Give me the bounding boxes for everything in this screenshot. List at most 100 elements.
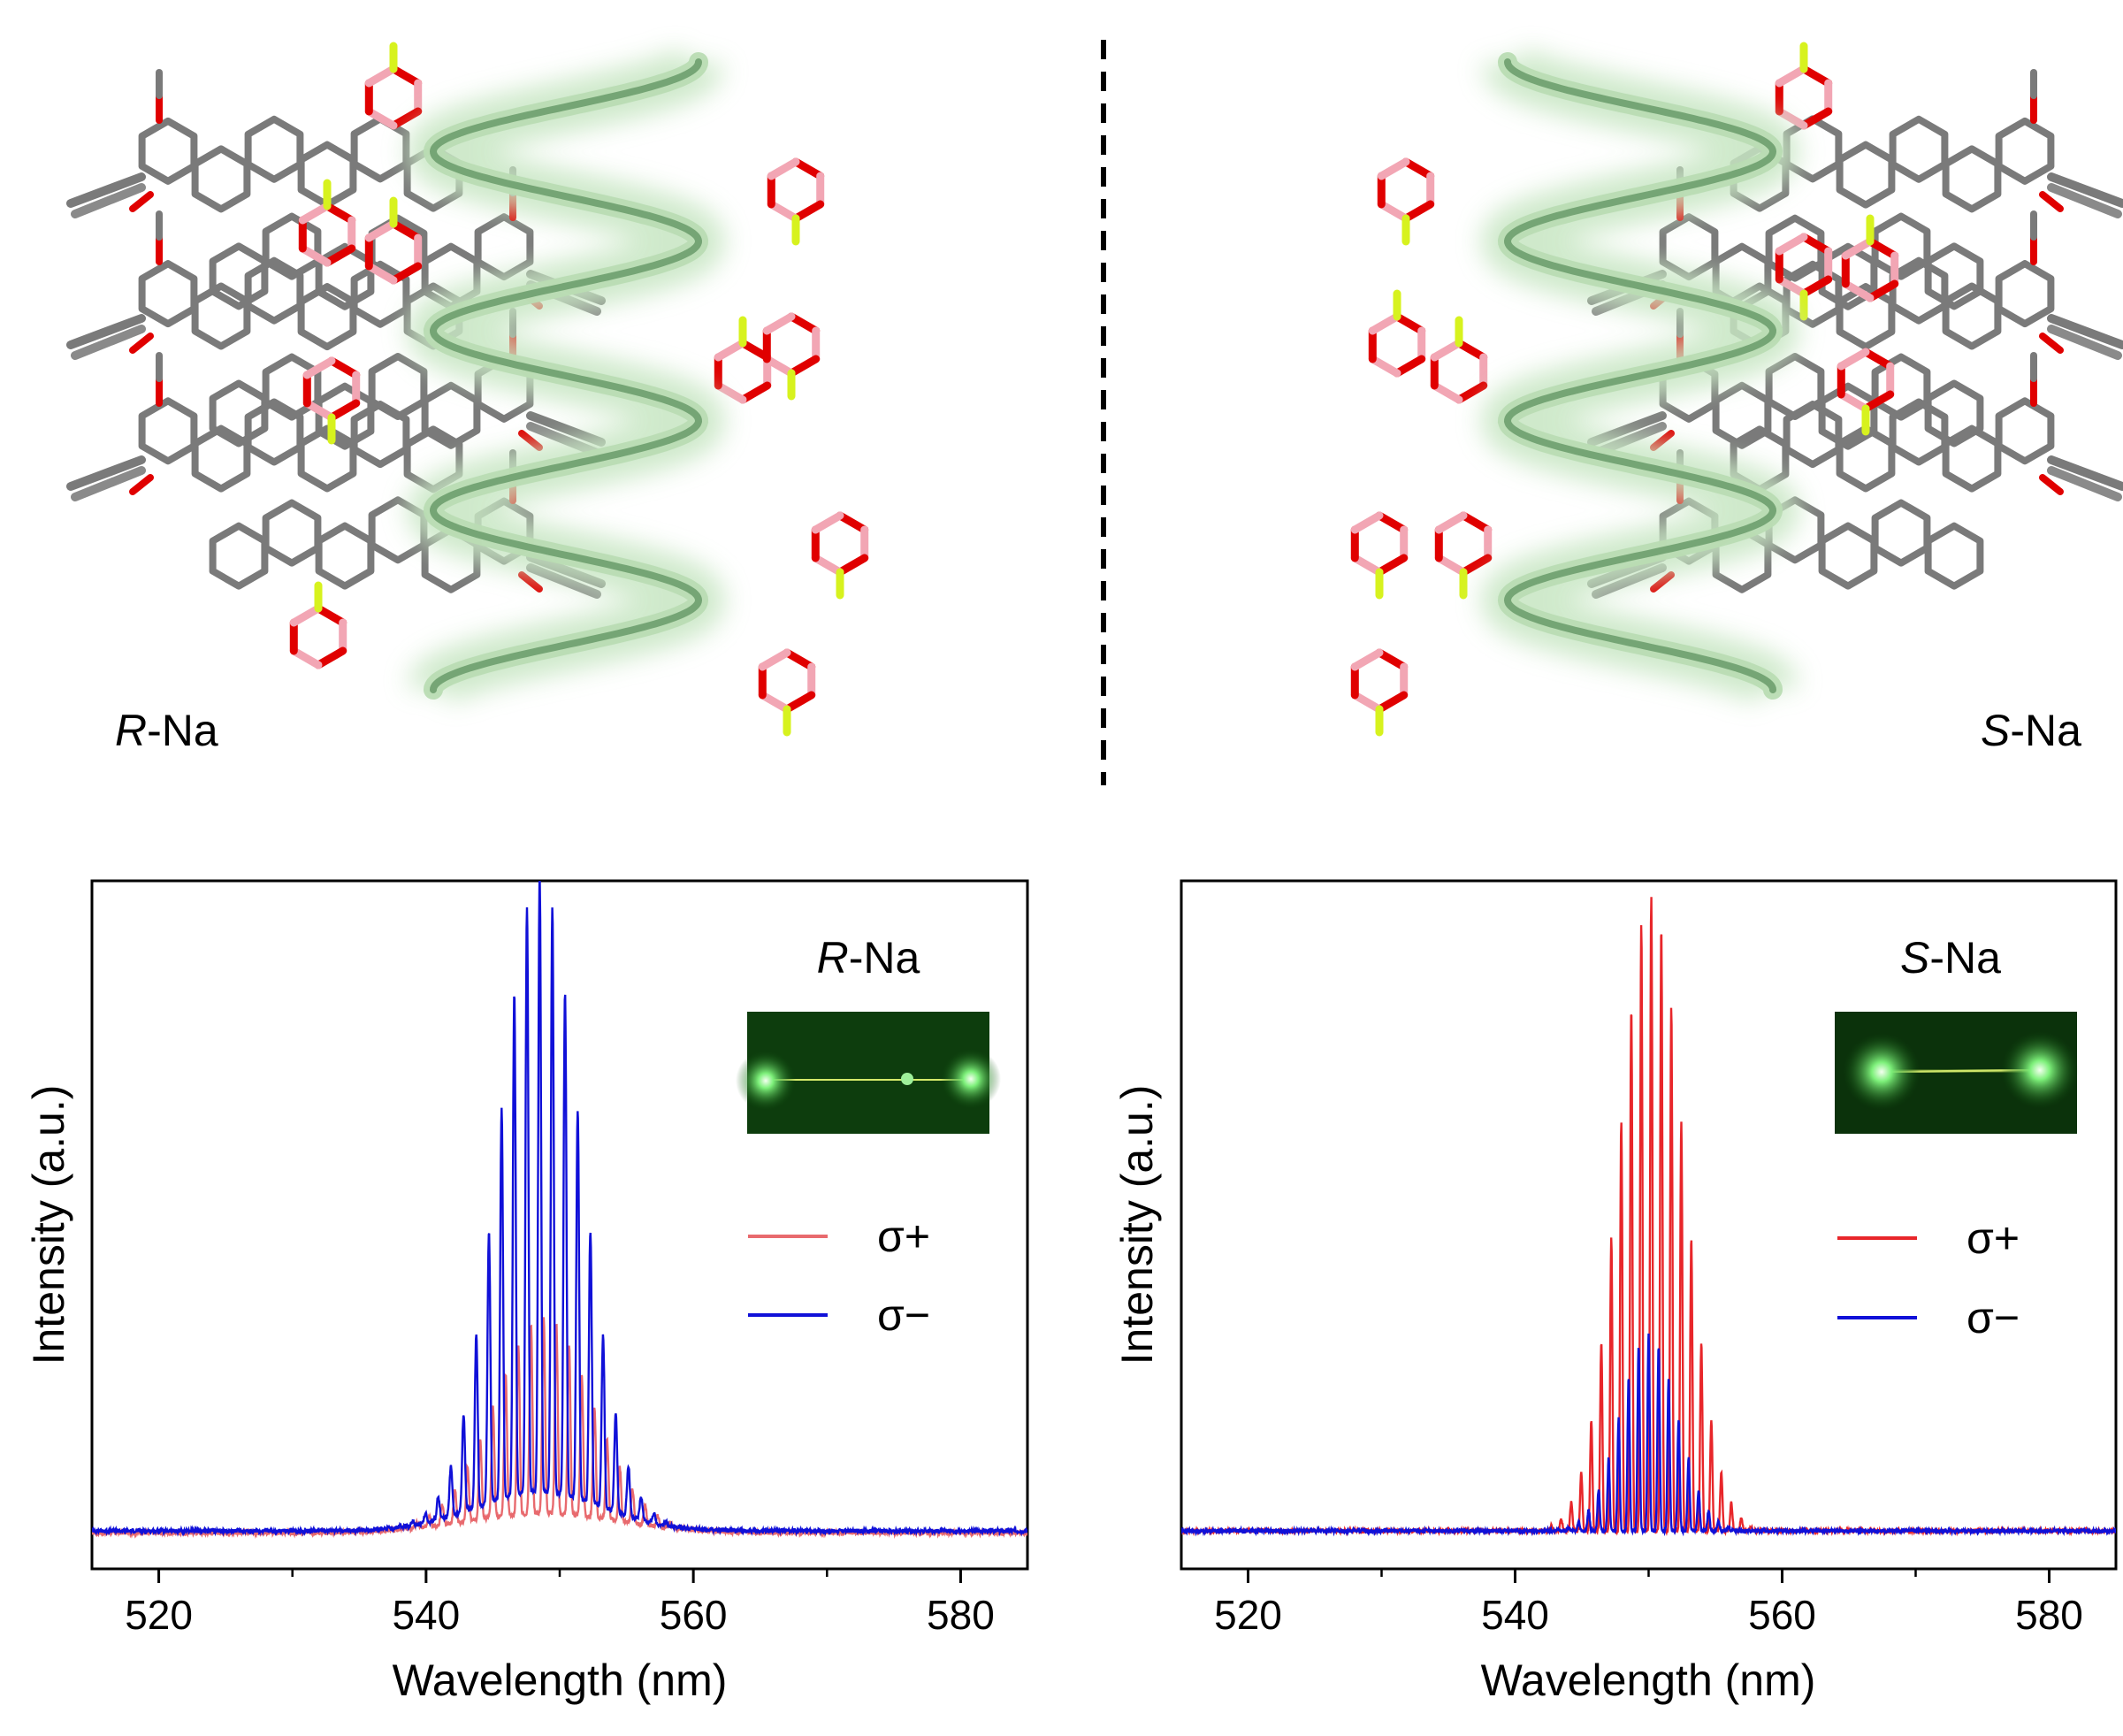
bond bbox=[314, 604, 347, 627]
aromatic-ring bbox=[1889, 115, 1949, 183]
bond bbox=[302, 356, 336, 379]
bond bbox=[364, 262, 398, 285]
side-chain bbox=[66, 455, 146, 491]
bond bbox=[1350, 511, 1384, 534]
bond bbox=[1861, 390, 1895, 413]
side-chain bbox=[71, 325, 146, 360]
structure-label-r-na: R-Na bbox=[115, 706, 218, 755]
bond bbox=[1430, 339, 1463, 362]
oxygen-bond bbox=[2039, 333, 2064, 354]
aromatic-ring bbox=[1871, 353, 1931, 421]
bond bbox=[1368, 355, 1401, 378]
side-chain bbox=[2047, 466, 2122, 501]
bond bbox=[1455, 381, 1488, 404]
series-line-sigma-plus-left bbox=[92, 1317, 1027, 1540]
aromatic-ring bbox=[138, 260, 198, 328]
bond bbox=[836, 511, 869, 534]
x-tick-label: 520 bbox=[125, 1592, 193, 1638]
bond bbox=[298, 244, 332, 267]
aromatic-ring bbox=[209, 379, 269, 447]
inset-image-left bbox=[736, 1012, 1001, 1134]
aromatic-ring bbox=[138, 397, 198, 465]
bond bbox=[783, 648, 816, 671]
bond bbox=[289, 604, 323, 627]
left-handed-helix bbox=[406, 48, 726, 704]
x-axis-ticks-right: 520 540 560 580 bbox=[1214, 1569, 2083, 1638]
bond bbox=[1841, 237, 1875, 260]
side-chain bbox=[2047, 325, 2122, 360]
bond bbox=[1455, 339, 1488, 362]
bond bbox=[791, 200, 825, 223]
x-tick-label: 580 bbox=[927, 1592, 995, 1638]
bond bbox=[327, 356, 361, 379]
bond bbox=[787, 355, 821, 378]
chart-left: 520 540 560 580 Wavelength (nm) Intensity (… bbox=[24, 879, 1029, 1705]
bond bbox=[364, 219, 398, 242]
bond bbox=[1799, 275, 1833, 298]
inset-title-s-na: S-Na bbox=[1900, 933, 2001, 983]
bond bbox=[767, 200, 800, 223]
y-axis-title-right: Intensity (a.u.) bbox=[1112, 1085, 1162, 1365]
x-axis-title-left: Wavelength (nm) bbox=[393, 1656, 728, 1705]
aromatic-ring bbox=[244, 398, 304, 466]
oxygen-bond bbox=[2039, 474, 2064, 495]
bond bbox=[1775, 275, 1808, 298]
oxygen-bond bbox=[1650, 571, 1675, 593]
x-tick-label: 520 bbox=[1214, 1592, 1282, 1638]
helix-ribbon-edge bbox=[1503, 58, 1777, 693]
legend-label-sigma-minus: σ− bbox=[1966, 1293, 2020, 1342]
bond bbox=[1350, 554, 1384, 577]
inset-image-right bbox=[1835, 1012, 2079, 1134]
bond bbox=[298, 202, 332, 225]
aromatic-ring bbox=[1942, 424, 2002, 493]
bond bbox=[302, 399, 336, 422]
bond bbox=[389, 107, 423, 130]
bond bbox=[1350, 691, 1384, 714]
bond bbox=[1799, 233, 1833, 256]
side-chain bbox=[2047, 455, 2123, 491]
aromatic-ring bbox=[1836, 141, 1896, 209]
side-chain bbox=[2047, 183, 2122, 218]
bond bbox=[389, 219, 423, 242]
side-chain bbox=[71, 466, 146, 501]
aromatic-ring bbox=[138, 117, 198, 185]
bond bbox=[762, 312, 796, 335]
bond bbox=[389, 262, 423, 285]
aromatic-ring bbox=[1889, 398, 1949, 466]
bond bbox=[783, 691, 816, 714]
bond bbox=[758, 691, 791, 714]
bond bbox=[758, 648, 791, 671]
aromatic-ring bbox=[1818, 522, 1878, 590]
aromatic-ring bbox=[1995, 117, 2055, 185]
aromatic-ring bbox=[1924, 522, 1984, 590]
bond bbox=[1841, 279, 1875, 302]
aromatic-ring bbox=[1942, 145, 2002, 213]
aromatic-ring bbox=[1924, 242, 1984, 310]
bond bbox=[1401, 200, 1435, 223]
side-chain bbox=[66, 172, 146, 208]
helix-ribbon-edge bbox=[429, 58, 703, 693]
bond bbox=[327, 399, 361, 422]
bond bbox=[1393, 312, 1426, 335]
structure-label-s-na: S-Na bbox=[1981, 706, 2081, 755]
bond bbox=[364, 65, 398, 88]
bond bbox=[738, 381, 772, 404]
bond bbox=[1837, 390, 1870, 413]
series-line-sigma-minus-left bbox=[92, 881, 1027, 1537]
bond bbox=[1837, 348, 1870, 371]
oxygen-bond bbox=[2039, 191, 2064, 212]
oxygen-bond bbox=[129, 191, 154, 212]
bond bbox=[1375, 554, 1409, 577]
bond bbox=[1375, 691, 1409, 714]
bond bbox=[1368, 312, 1401, 335]
bond bbox=[1459, 511, 1493, 534]
aromatic-ring bbox=[315, 522, 375, 590]
bond bbox=[1401, 157, 1435, 180]
aromatic-ring bbox=[1995, 397, 2055, 465]
aromatic-ring bbox=[1871, 499, 1931, 567]
aromatic-ring bbox=[1995, 260, 2055, 328]
x-tick-label: 560 bbox=[660, 1592, 728, 1638]
inset-title-r-na: R-Na bbox=[817, 933, 920, 983]
bond bbox=[1430, 381, 1463, 404]
